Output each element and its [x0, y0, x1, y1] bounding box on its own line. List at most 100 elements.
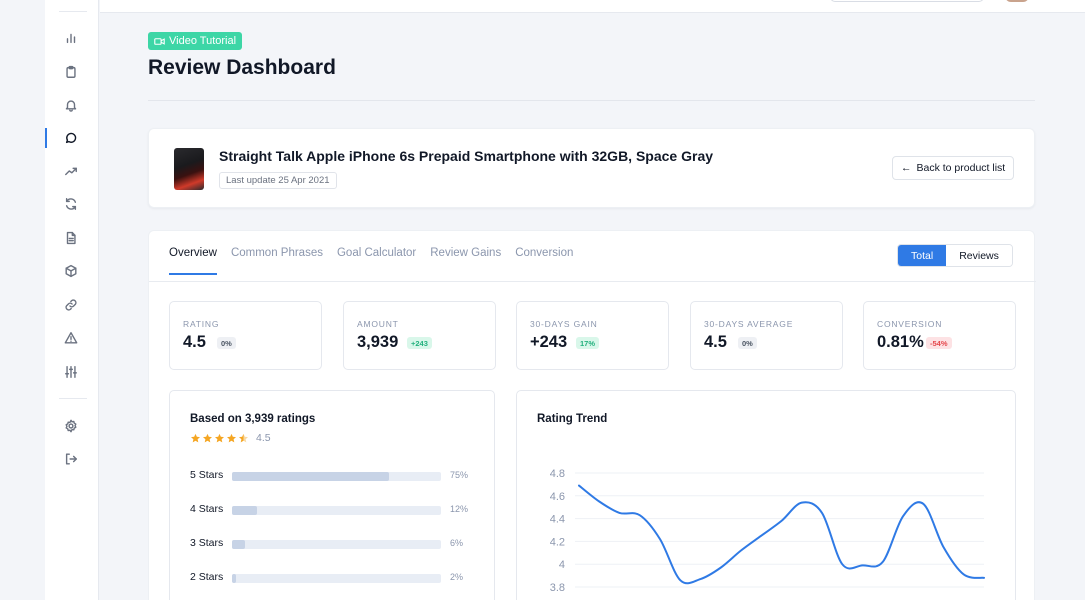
rating-bar-label: 2 Stars — [190, 571, 224, 583]
rating-bar-percent: 6% — [450, 538, 464, 548]
rating-bar-row: 2 Stars 2% — [190, 571, 480, 585]
stat-card-amount: AMOUNT 3,939 +243 — [343, 301, 496, 370]
tab-overview[interactable]: Overview — [169, 247, 217, 275]
window-gutter — [0, 0, 45, 600]
search-input[interactable] — [830, 0, 984, 2]
stat-badge: 0% — [738, 337, 757, 349]
box-icon[interactable] — [62, 262, 80, 280]
review-overview-card: Overview Common Phrases Goal Calculator … — [148, 230, 1036, 600]
star-icon — [227, 433, 236, 442]
y-tick-label: 4.4 — [550, 514, 565, 526]
y-tick-label: 4.2 — [550, 536, 565, 548]
star-half-icon — [239, 433, 248, 442]
rating-bar-fill — [232, 540, 245, 549]
ratings-title: Based on 3,939 ratings — [190, 413, 316, 425]
rating-bar-percent: 2% — [450, 572, 464, 582]
product-card: Straight Talk Apple iPhone 6s Prepaid Sm… — [148, 128, 1035, 208]
stat-card-rating: RATING 4.5 0% — [169, 301, 322, 370]
tab-review-gains[interactable]: Review Gains — [430, 247, 502, 259]
y-tick-label: 4.8 — [550, 468, 565, 480]
stat-label: 30-DAYS GAIN — [530, 319, 598, 329]
bar-chart-icon[interactable] — [62, 29, 80, 47]
stat-value: 0.81% — [877, 333, 924, 351]
ratings-breakdown-panel: Based on 3,939 ratings 4.5 5 Stars 75% 4… — [169, 390, 495, 600]
file-text-icon[interactable] — [62, 229, 80, 247]
page-title: Review Dashboard — [148, 56, 336, 79]
rating-bar-fill — [232, 574, 237, 583]
stat-label: 30-DAYS AVERAGE — [704, 319, 794, 329]
refresh-icon[interactable] — [62, 195, 80, 213]
tab-common-phrases[interactable]: Common Phrases — [230, 247, 323, 259]
series-line — [578, 484, 985, 585]
sidebar — [45, 0, 99, 600]
product-title: Straight Talk Apple iPhone 6s Prepaid Sm… — [219, 148, 714, 164]
sidebar-divider — [59, 398, 87, 399]
stat-badge: -54% — [926, 337, 952, 349]
rating-bar-fill — [232, 506, 258, 515]
toggle-reviews-button[interactable]: Reviews — [946, 245, 1012, 266]
rating-bar-row: 4 Stars 12% — [190, 503, 480, 517]
back-to-product-list-button[interactable]: ← Back to product list — [892, 156, 1015, 180]
rating-bar-fill — [232, 472, 389, 481]
y-tick-label: 4 — [559, 559, 565, 571]
video-tutorial-badge[interactable]: Video Tutorial — [148, 32, 243, 50]
rating-bar-track — [232, 472, 441, 481]
star-icon — [203, 433, 212, 442]
arrow-left-icon: ← — [901, 162, 912, 174]
rating-trend-panel: Rating Trend 4.8 4.6 4.4 4.2 4 3.8 — [516, 390, 1016, 600]
tabs-divider — [149, 281, 1036, 282]
video-camera-icon — [154, 37, 165, 45]
stat-badge: 17% — [576, 337, 600, 349]
message-circle-icon[interactable] — [62, 129, 80, 147]
logout-icon[interactable] — [62, 450, 80, 468]
rating-bar-track — [232, 506, 441, 515]
settings-icon[interactable] — [62, 417, 80, 435]
bell-icon[interactable] — [62, 96, 80, 114]
stat-label: CONVERSION — [877, 319, 943, 329]
sidebar-active-indicator — [45, 128, 47, 148]
rating-bar-percent: 75% — [450, 470, 469, 480]
back-button-label: Back to product list — [916, 162, 1006, 174]
toggle-total-button[interactable]: Total — [898, 245, 947, 266]
rating-bar-label: 5 Stars — [190, 469, 224, 481]
stat-value: 3,939 — [357, 333, 399, 351]
stat-value: +243 — [530, 333, 568, 351]
avatar[interactable] — [1005, 0, 1029, 2]
stat-label: RATING — [183, 319, 220, 329]
stat-label: AMOUNT — [357, 319, 399, 329]
rating-bar-label: 3 Stars — [190, 537, 224, 549]
y-tick-label: 3.8 — [550, 582, 565, 594]
trending-up-icon[interactable] — [62, 162, 80, 180]
rating-bar-percent: 12% — [450, 504, 469, 514]
last-update-badge: Last update 25 Apr 2021 — [219, 172, 337, 189]
video-tutorial-label: Video Tutorial — [169, 35, 237, 47]
rating-bar-track — [232, 540, 441, 549]
clipboard-icon[interactable] — [62, 63, 80, 81]
link-icon[interactable] — [62, 296, 80, 314]
rating-trend-chart: 4.8 4.6 4.4 4.2 4 3.8 — [550, 468, 985, 594]
star-icon — [191, 433, 200, 442]
sidebar-top-divider — [59, 11, 87, 12]
header-divider — [148, 100, 1035, 101]
stat-card-conversion: CONVERSION 0.81% -54% — [863, 301, 1016, 370]
tab-bar: Overview Common Phrases Goal Calculator … — [169, 247, 573, 275]
sliders-icon[interactable] — [62, 363, 80, 381]
tab-conversion[interactable]: Conversion — [515, 247, 574, 259]
y-tick-label: 4.6 — [550, 491, 565, 503]
stat-value: 4.5 — [704, 333, 727, 351]
stat-badge: +243 — [407, 337, 432, 349]
star-icon — [215, 433, 224, 442]
stars-value: 4.5 — [256, 432, 271, 444]
chart-title: Rating Trend — [537, 413, 608, 425]
star-rating: 4.5 — [190, 432, 271, 444]
stat-card-30-days-average: 30-DAYS AVERAGE 4.5 0% — [690, 301, 843, 370]
tab-goal-calculator[interactable]: Goal Calculator — [336, 247, 417, 259]
total-reviews-toggle: Total Reviews — [897, 244, 1013, 267]
top-bar — [100, 0, 1085, 13]
stat-card-30-days-gain: 30-DAYS GAIN +243 17% — [516, 301, 669, 370]
stat-value: 4.5 — [183, 333, 206, 351]
product-image — [174, 148, 204, 190]
rating-bar-row: 3 Stars 6% — [190, 537, 480, 551]
rating-bar-track — [232, 574, 441, 583]
alert-triangle-icon[interactable] — [62, 329, 80, 347]
